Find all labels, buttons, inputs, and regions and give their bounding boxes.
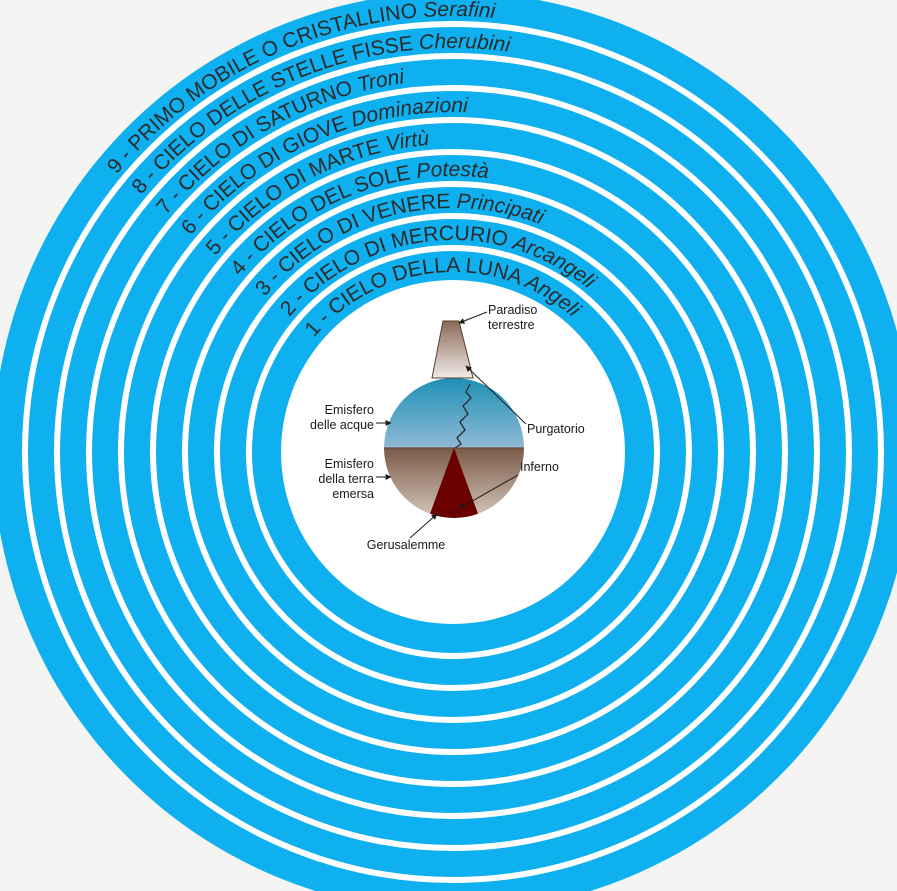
paradiso-leader	[458, 311, 488, 324]
purgatorio-leader	[465, 365, 527, 425]
label-gerusalemme: Gerusalemme	[367, 538, 446, 552]
ring-separator	[214, 213, 692, 691]
earth-labels: Paradiso terrestre Purgatorio Inferno Ge…	[310, 303, 585, 552]
leader-lines	[376, 311, 527, 539]
gerusalemme-leader	[409, 513, 438, 539]
purgatory-mountain	[431, 320, 474, 379]
label-terra-2: della terra	[318, 472, 374, 486]
angelic-choir: Serafini	[423, 0, 498, 23]
label-paradiso: Paradiso	[488, 303, 537, 317]
label-terra-3: emersa	[332, 487, 374, 501]
ring-separator	[246, 245, 660, 659]
label-purgatorio: Purgatorio	[527, 422, 585, 436]
label-acque-1: Emisfero	[325, 403, 374, 417]
label-terra-1: Emisfero	[325, 457, 374, 471]
label-inferno: Inferno	[520, 460, 559, 474]
ring-separator	[54, 53, 852, 851]
natural-burella-path	[454, 383, 472, 449]
ring-separator	[22, 21, 884, 883]
ring-separator	[118, 117, 788, 787]
inferno-leader	[459, 474, 519, 509]
angelic-choir: Cherubini	[418, 30, 513, 57]
ring-separator	[182, 181, 724, 723]
label-paradiso-2: terrestre	[488, 318, 535, 332]
ring-separator	[86, 85, 820, 819]
ring-separator	[150, 149, 756, 755]
angelic-choir: Potestà	[415, 158, 490, 183]
label-acque-2: delle acque	[310, 418, 374, 432]
